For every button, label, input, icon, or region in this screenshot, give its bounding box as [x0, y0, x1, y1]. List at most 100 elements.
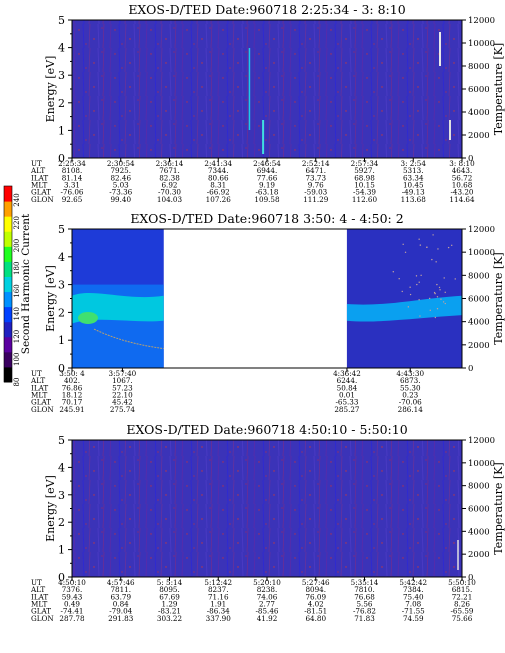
ephemeris-cell: 275.74 [110, 405, 136, 414]
ephemeris-cell: -73.36 [109, 188, 132, 197]
ephemeris-cell: 5:35:14 [351, 578, 379, 587]
ephemeris-cell: 10.68 [452, 180, 473, 189]
ephemeris-cell: 7671. [159, 166, 180, 175]
panel-title: EXOS-D/TED Date:960718 4:50:10 - 5:50:10 [126, 422, 407, 437]
ephemeris-cell: 8.26 [454, 599, 470, 608]
colorbar-swatch [4, 246, 12, 262]
ephemeris-cell: 2:46:54 [253, 159, 281, 168]
ephemeris-row-label: GLON [31, 405, 54, 414]
ephemeris-cell: 8108. [62, 166, 83, 175]
ephemeris-cell: 286.14 [398, 405, 424, 414]
ephemeris-cell: 71.83 [354, 614, 375, 623]
ephemeris-cell: 57.23 [112, 383, 133, 392]
y2-tick-label: 10000 [468, 459, 495, 469]
temperature-point [437, 248, 439, 250]
y2-tick-label: 8000 [468, 482, 490, 492]
panel-1: EXOS-D/TED Date:960718 2:25:34 - 3: 8:10… [30, 2, 505, 204]
y-tick-label: 2 [58, 516, 65, 529]
ephemeris-cell: 337.90 [206, 614, 232, 623]
temperature-point [434, 316, 437, 319]
ephemeris-cell: -66.92 [207, 188, 230, 197]
temperature-point [438, 286, 441, 289]
temperature-point [429, 309, 431, 311]
y2-tick-label: 2000 [468, 341, 490, 351]
ephemeris-cell: 75.66 [452, 614, 473, 623]
ephemeris-cell: 99.40 [110, 195, 131, 204]
ephemeris-cell: 8.31 [210, 180, 226, 189]
ephemeris-cell: -49.13 [402, 188, 425, 197]
ephemeris-cell: 9.19 [259, 180, 275, 189]
y-tick-label: 3 [58, 279, 65, 292]
ephemeris-row-label: GLAT [31, 607, 51, 616]
ephemeris-cell: 6244. [337, 376, 358, 385]
panel-3: EXOS-D/TED Date:960718 4:50:10 - 5:50:10… [30, 422, 505, 623]
ephemeris-row-label: GLON [31, 195, 54, 204]
ephemeris-cell: -65.59 [450, 607, 473, 616]
colorbar-swatch [4, 366, 12, 383]
ephemeris-row-label: ILAT [31, 173, 48, 182]
ephemeris-row-label: MLT [31, 180, 48, 189]
y-axis-label: Energy [eV] [44, 265, 57, 332]
y-axis-label: Energy [eV] [44, 475, 57, 542]
ephemeris-cell: 402. [64, 376, 80, 385]
ephemeris-cell: 10.45 [403, 180, 424, 189]
ephemeris-cell: 18.12 [62, 390, 83, 399]
ephemeris-cell: 3:57:40 [109, 369, 137, 378]
y2-tick-label: 6000 [468, 295, 490, 305]
ephemeris-cell: 113.68 [401, 195, 427, 204]
ephemeris-row-label: ALT [30, 376, 45, 385]
colorbar-swatch [4, 186, 12, 202]
ephemeris-cell: 3.31 [64, 180, 80, 189]
ephemeris-cell: 5313. [403, 166, 424, 175]
temperature-point [451, 244, 453, 247]
ephemeris-cell: 5:50:10 [448, 578, 476, 587]
ephemeris-cell: 74.59 [403, 614, 424, 623]
ephemeris-cell: 2:30:54 [107, 159, 135, 168]
ephemeris-cell: 80.66 [208, 173, 229, 182]
temperature-point [431, 258, 433, 261]
temperature-point [418, 299, 420, 301]
ephemeris-row-label: GLAT [31, 398, 51, 407]
y2-axis-label: Temperature [K] [492, 252, 505, 344]
ephemeris-row-label: ALT [30, 166, 45, 175]
colorbar-swatch [4, 261, 12, 277]
y-tick-label: 2 [58, 306, 65, 319]
ephemeris-cell: 287.78 [59, 614, 85, 623]
ephemeris-cell: 64.80 [305, 614, 326, 623]
ephemeris-cell: 5:27:46 [302, 578, 330, 587]
ephemeris-cell: 4.02 [308, 599, 324, 608]
ephemeris-row-label: GLON [31, 614, 54, 623]
y2-tick-label: 4000 [468, 527, 490, 537]
colorbar-frame [3, 185, 13, 383]
ephemeris-cell: 112.60 [352, 195, 378, 204]
colorbar-tick-label: 160 [13, 284, 21, 297]
ephemeris-cell: 2:57:34 [351, 159, 379, 168]
ephemeris-cell: 70.17 [62, 398, 83, 407]
ephemeris-cell: 245.91 [59, 405, 84, 414]
y2-tick-label: 4000 [468, 318, 490, 328]
panels-layer: EXOS-D/TED Date:960718 2:25:34 - 3: 8:10… [30, 2, 505, 623]
y-tick-label: 1 [58, 544, 65, 557]
ephemeris-cell: 4:36:42 [333, 369, 361, 378]
ephemeris-cell: 291.83 [108, 614, 134, 623]
ephemeris-cell: 68.98 [354, 173, 375, 182]
ephemeris-cell: 5.56 [356, 599, 372, 608]
temperature-point [398, 278, 400, 280]
temperature-point [407, 306, 410, 308]
y2-tick-label: 10000 [468, 39, 495, 49]
colorbar-label: Second Harmonic Current [20, 213, 32, 354]
ephemeris-cell: 81.14 [62, 173, 83, 182]
ephemeris-cell: -81.51 [304, 607, 327, 616]
ephemeris-cell: 6.92 [161, 180, 177, 189]
y2-tick-label: 6000 [468, 85, 490, 95]
ephemeris-cell: 1.91 [210, 599, 226, 608]
ephemeris-cell: 75.40 [403, 592, 424, 601]
temperature-point [447, 246, 450, 249]
y-tick-label: 0 [58, 362, 65, 375]
y-tick-label: 5 [58, 14, 65, 27]
ephemeris-cell: 67.69 [159, 592, 180, 601]
ephemeris-cell: 59.43 [62, 592, 83, 601]
ephemeris-row-label: UT [31, 159, 42, 168]
colorbar-tick-label: 100 [13, 353, 21, 366]
ephemeris-cell: -71.55 [402, 607, 425, 616]
